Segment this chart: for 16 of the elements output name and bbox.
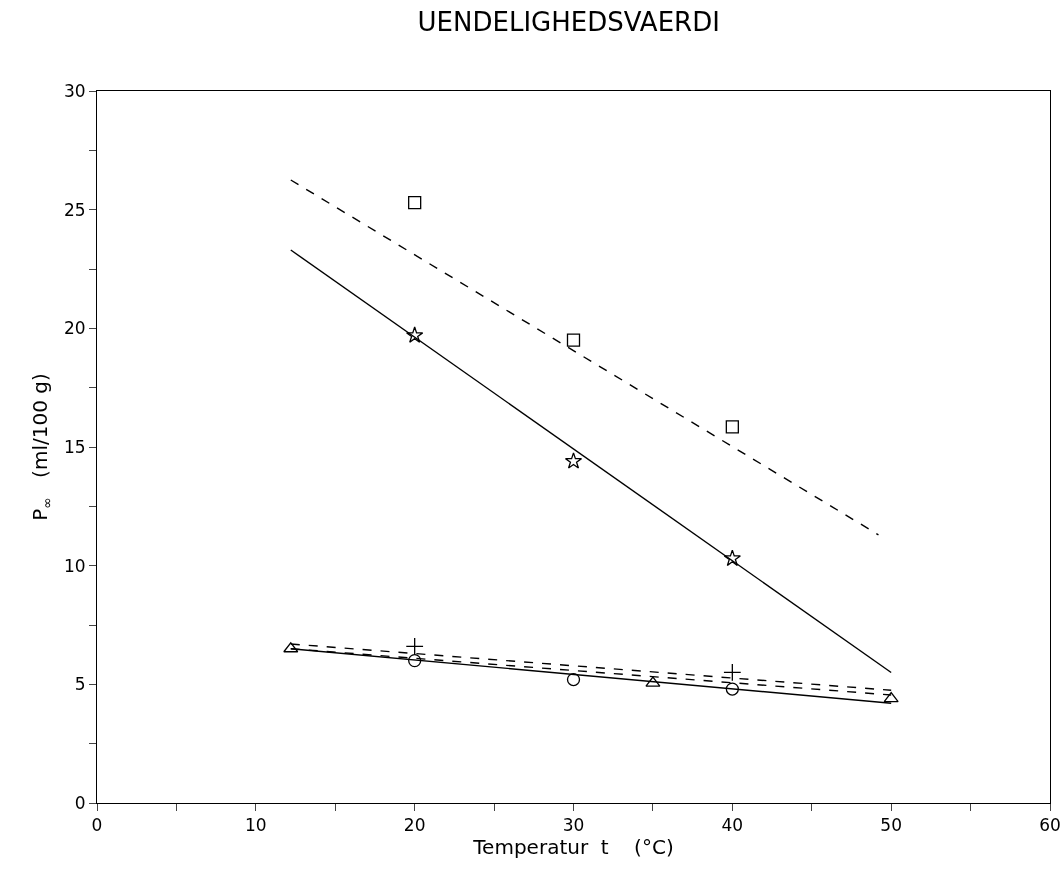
x-tick-label: 0 [91,815,103,836]
y-tick-label: 10 [63,555,86,576]
x-tick-label: 60 [1039,815,1061,836]
x-tick-label: 40 [721,815,744,836]
x-tick-label: 10 [245,815,267,836]
y-tick-label: 30 [63,80,86,101]
x-tick-label: 50 [880,815,902,836]
y-tick-label: 5 [74,674,86,695]
x-axis-title: Temperatur t (°C) [472,835,674,860]
y-tick-label: 20 [63,318,86,339]
y-tick-label: 25 [63,199,86,220]
y-tick-label: 0 [74,792,86,813]
x-tick-label: 30 [562,815,585,836]
x-tick-label: 20 [403,815,426,836]
y-tick-label: 15 [63,436,86,457]
chart-title: UENDELIGHEDSVAERDI [417,7,720,38]
